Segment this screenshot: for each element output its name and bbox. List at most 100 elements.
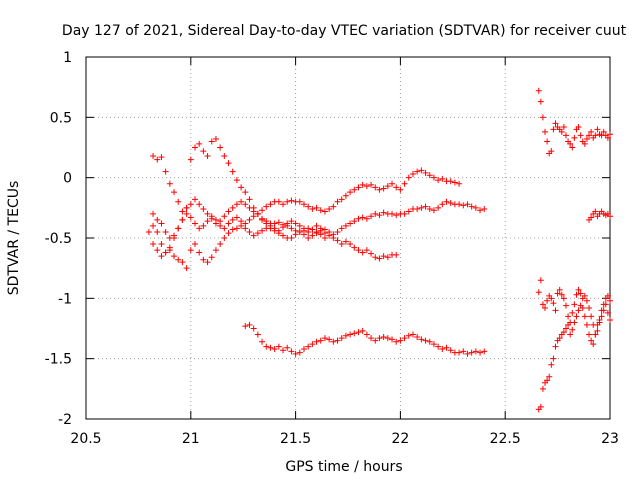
data-point xyxy=(598,313,605,320)
data-point xyxy=(275,343,282,350)
data-point xyxy=(259,216,266,223)
data-point xyxy=(284,222,291,229)
data-points xyxy=(145,87,613,413)
data-point xyxy=(300,346,307,353)
data-point xyxy=(447,178,454,185)
data-point xyxy=(594,126,601,133)
data-point xyxy=(355,247,362,254)
data-point xyxy=(560,123,567,130)
data-point xyxy=(380,253,387,260)
data-point xyxy=(544,377,551,384)
data-point xyxy=(422,169,429,176)
data-point xyxy=(607,317,613,324)
data-point xyxy=(477,207,484,214)
data-point xyxy=(426,338,433,345)
data-point xyxy=(401,335,408,342)
data-point xyxy=(238,198,245,205)
data-point xyxy=(472,348,479,355)
data-point xyxy=(405,332,412,339)
data-point xyxy=(204,259,211,266)
data-point xyxy=(579,304,586,311)
data-point xyxy=(380,185,387,192)
data-point xyxy=(418,167,425,174)
data-point xyxy=(562,302,569,309)
data-point xyxy=(430,207,437,214)
data-point xyxy=(472,204,479,211)
data-point xyxy=(552,120,559,127)
data-point xyxy=(456,201,463,208)
data-point xyxy=(435,343,442,350)
data-point xyxy=(546,373,553,380)
data-point xyxy=(154,156,161,163)
data-point xyxy=(208,215,215,222)
data-point xyxy=(393,251,400,258)
data-point xyxy=(355,215,362,222)
data-point xyxy=(150,152,157,159)
data-point xyxy=(150,210,157,217)
data-point xyxy=(154,216,161,223)
data-point xyxy=(460,348,467,355)
data-point xyxy=(300,227,307,234)
y-tick-label: -2 xyxy=(58,412,72,428)
data-point xyxy=(592,331,599,338)
data-point xyxy=(583,321,590,328)
data-point xyxy=(405,208,412,215)
data-point xyxy=(443,344,450,351)
data-point xyxy=(229,216,236,223)
data-point xyxy=(275,219,282,226)
data-point xyxy=(175,198,182,205)
data-point xyxy=(196,249,203,256)
data-point xyxy=(288,218,295,225)
data-point xyxy=(569,326,576,333)
data-point xyxy=(577,290,584,297)
data-point xyxy=(221,235,228,241)
data-point xyxy=(166,235,173,241)
data-point xyxy=(481,206,488,213)
data-point xyxy=(338,225,345,232)
data-point xyxy=(225,160,232,167)
data-point xyxy=(275,230,282,237)
data-point xyxy=(351,186,358,193)
data-point xyxy=(284,198,291,205)
data-point xyxy=(542,304,549,311)
data-point xyxy=(263,203,270,210)
data-point xyxy=(246,216,253,223)
data-point xyxy=(583,136,590,143)
data-point xyxy=(191,196,198,203)
data-point xyxy=(554,290,561,297)
data-point xyxy=(539,301,546,308)
data-point xyxy=(347,241,354,248)
data-point xyxy=(389,336,396,343)
data-point xyxy=(588,313,595,320)
data-point xyxy=(552,343,559,350)
data-point xyxy=(288,235,295,241)
data-point xyxy=(263,220,270,227)
data-point xyxy=(560,329,567,336)
data-point xyxy=(229,204,236,211)
data-point xyxy=(342,238,349,245)
data-point xyxy=(162,168,169,175)
data-point xyxy=(414,333,421,340)
data-point xyxy=(359,214,366,221)
x-tick-label: 22.5 xyxy=(490,431,521,447)
data-point xyxy=(280,347,287,354)
data-point xyxy=(607,213,613,220)
data-point xyxy=(477,349,484,356)
data-point xyxy=(229,168,236,175)
data-point xyxy=(550,126,557,133)
data-point xyxy=(384,254,391,261)
data-point xyxy=(305,235,312,241)
data-point xyxy=(150,241,157,248)
data-point xyxy=(550,300,557,307)
series-track-h xyxy=(535,301,613,413)
data-point xyxy=(372,337,379,344)
data-point xyxy=(292,220,299,227)
data-point xyxy=(342,222,349,229)
data-point xyxy=(158,220,165,227)
data-point xyxy=(397,186,404,193)
data-point xyxy=(175,225,182,232)
data-point xyxy=(259,207,266,214)
data-point xyxy=(372,210,379,217)
data-point xyxy=(300,201,307,208)
data-point xyxy=(196,225,203,232)
